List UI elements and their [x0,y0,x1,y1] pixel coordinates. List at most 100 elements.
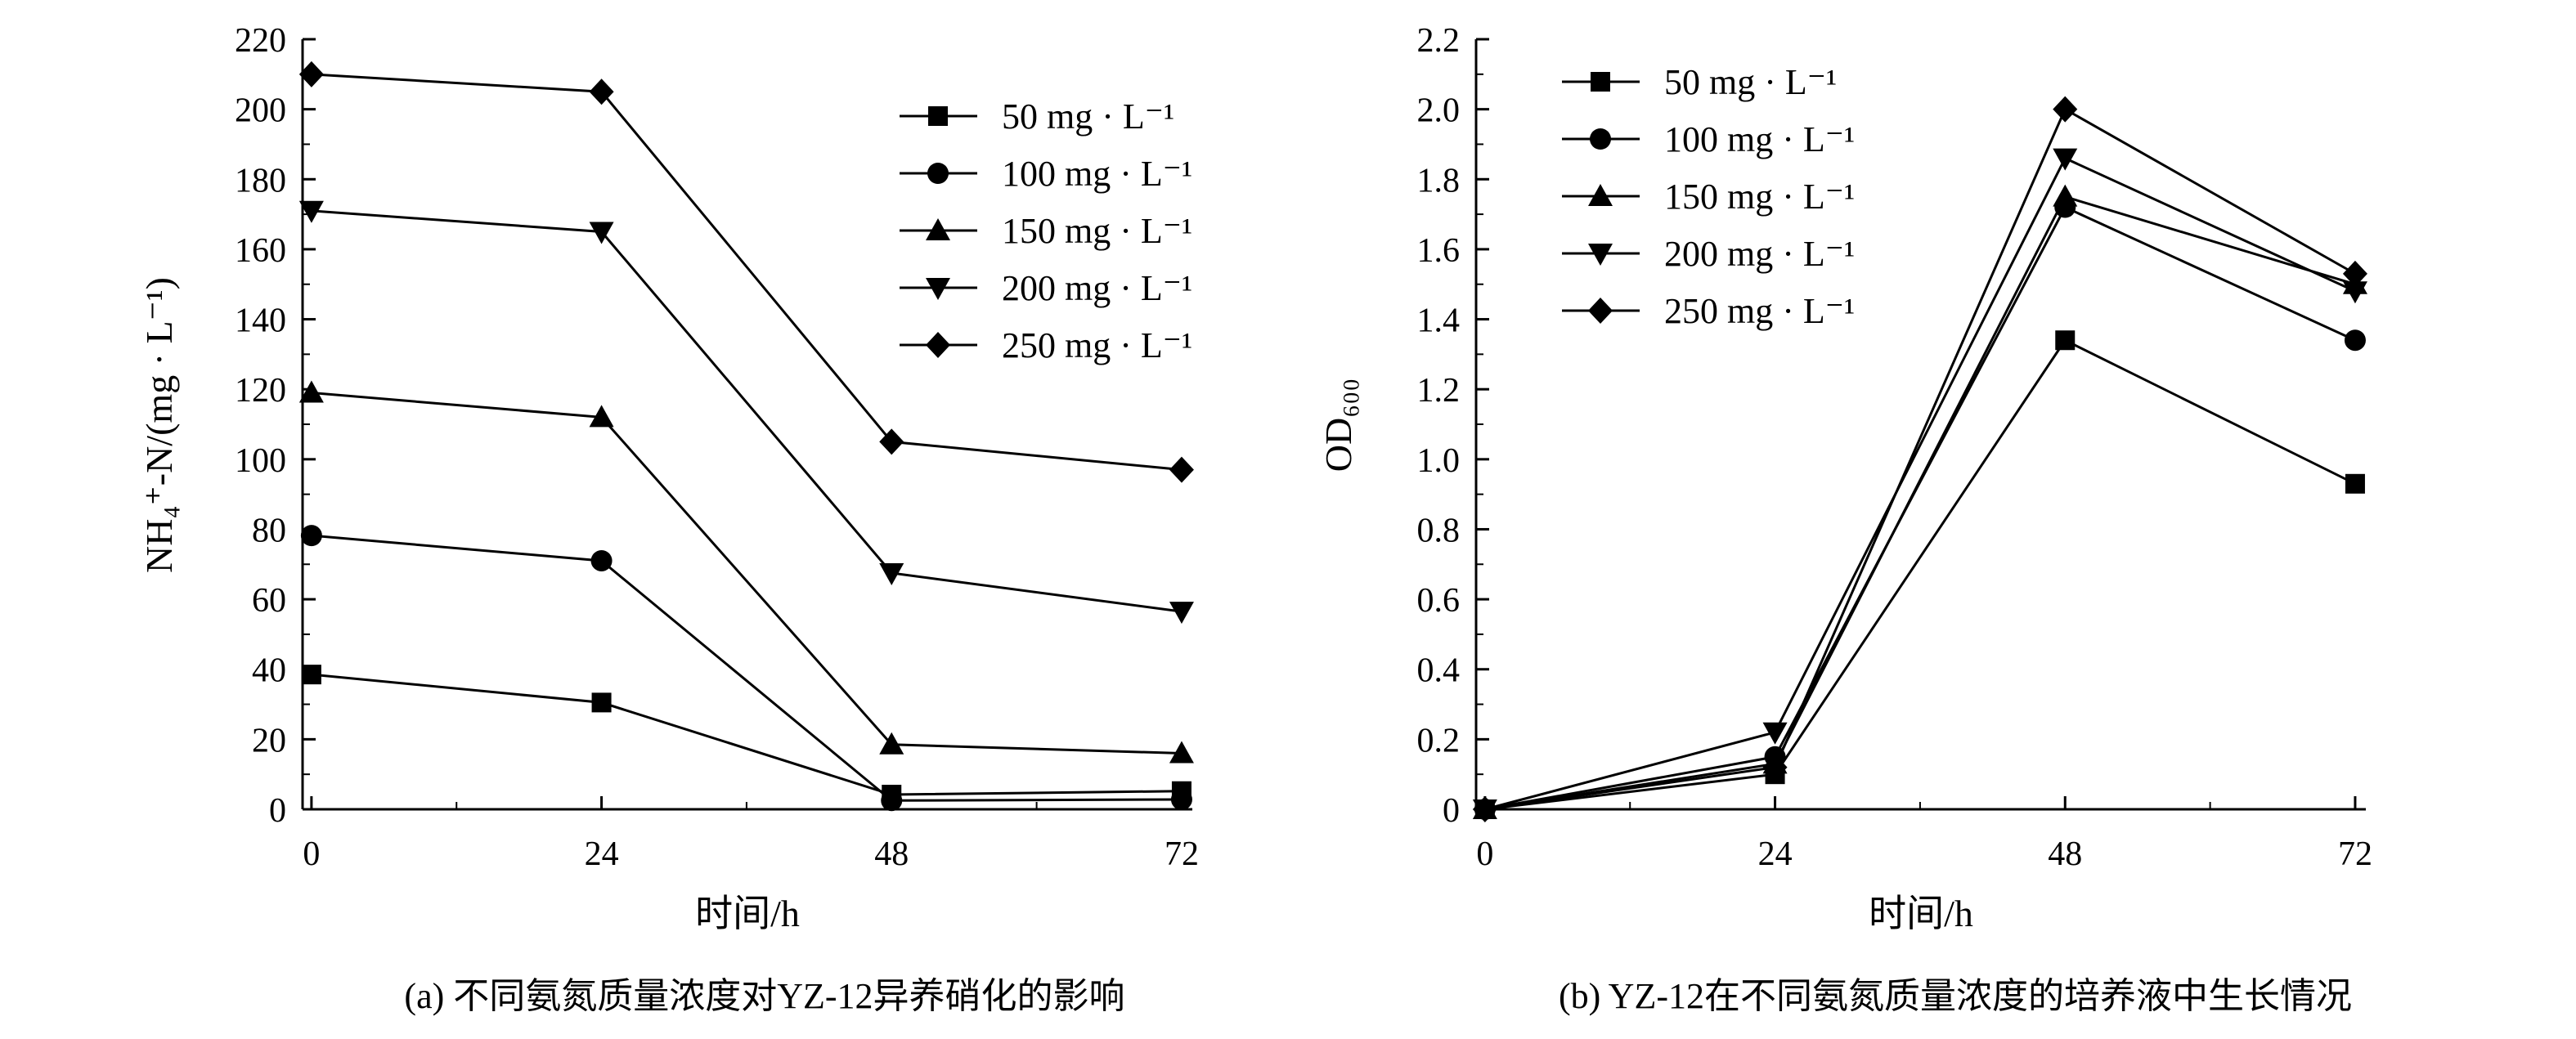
y-tick-label: 80 [252,512,286,549]
y-tick-label: 1.2 [1417,372,1461,410]
y-tick-label: 0.8 [1417,512,1461,549]
legend-label: 250 mg · L⁻¹ [1664,291,1855,331]
x-axis-label: 时间/h [695,893,800,934]
y-tick-label: 2.2 [1417,22,1461,60]
chart-b: 0 0.2 0.4 0.6 0.8 1.0 1.2 1.4 1.6 1.8 2.0 2.2 0 24 48 7… [1317,22,2372,1016]
legend-label: 50 mg · L⁻¹ [1664,62,1837,102]
data-point [589,78,614,105]
data-point [2053,184,2078,207]
legend-marker [1588,244,1613,266]
series-line [1484,107,2356,811]
y-tick-label: 60 [252,582,286,620]
y-tick-label: 0.6 [1417,582,1461,620]
series-5 [298,60,1194,483]
data-point [2342,260,2367,287]
legend-label: 200 mg · L⁻¹ [1664,234,1855,274]
legend-label: 100 mg · L⁻¹ [1002,154,1192,194]
series-3 [1472,184,2367,819]
y-tick-label: 1.4 [1417,302,1461,340]
legend: 50 mg · L⁻¹ 100 mg · L⁻¹ 150 mg · L⁻¹ 200 m… [1562,62,1855,331]
data-point [2342,281,2367,304]
data-point [2344,329,2366,352]
data-point [2345,473,2365,494]
x-tick-label: 24 [585,835,619,873]
y-tick-label: 0 [269,792,286,830]
data-point [1169,741,1194,764]
data-point [881,790,903,812]
data-point [879,732,904,755]
data-point [1169,456,1194,483]
data-point [2055,330,2076,351]
legend-label: 250 mg · L⁻¹ [1002,325,1192,365]
x-tick-label: 72 [2338,835,2372,873]
series-line [1484,156,2356,811]
data-point [589,405,614,428]
legend-marker [927,163,949,184]
x-tick-label: 0 [303,835,320,873]
data-point [2053,96,2078,123]
series-line [311,73,1183,472]
x-tick-label: 72 [1165,835,1199,873]
figure-caption: (a) 不同氨氮质量浓度对YZ-12异养硝化的影响 [404,976,1124,1016]
y-tick-label: 120 [235,372,286,410]
y-tick-label: 1.8 [1417,162,1461,199]
x-tick-label: 48 [874,835,909,873]
series-line [311,673,1182,796]
y-axis-label: NH₄⁺-N/(mg · L⁻¹) [138,277,180,573]
data-point [591,692,612,713]
legend-marker [1588,298,1613,324]
legend-label: 50 mg · L⁻¹ [1002,96,1174,137]
legend-marker [928,106,948,126]
legend-label: 200 mg · L⁻¹ [1002,268,1192,308]
legend-label: 150 mg · L⁻¹ [1002,211,1192,251]
data-point [298,200,324,223]
data-point [1762,722,1788,745]
legend-marker [1588,184,1613,206]
series-5 [1472,96,2367,822]
data-point [298,60,324,87]
y-tick-label: 180 [235,162,286,199]
legend-marker [926,218,950,240]
series-line [1484,195,2356,811]
chart-a: 0 20 40 60 80 100 120 140 160 180 200 220 0 24 48 72 50 … [138,22,1199,1016]
legend-marker [1590,128,1611,150]
y-tick-label: 1.6 [1417,232,1461,270]
series-4 [298,200,1194,625]
series-line [1484,338,2356,811]
data-point [298,380,324,403]
series-3 [298,380,1194,764]
legend-label: 150 mg · L⁻¹ [1664,177,1855,217]
data-point [879,428,904,455]
data-point [300,525,322,547]
y-tick-label: 2.0 [1417,92,1461,130]
y-tick-label: 160 [235,232,286,270]
legend-marker [926,332,950,358]
series-1 [301,665,1192,805]
series-2 [300,525,1192,812]
series-line [311,209,1183,613]
legend-marker [1591,72,1610,92]
y-tick-label: 100 [235,442,286,480]
legend-marker [926,278,950,300]
data-point [1170,789,1192,811]
y-tick-label: 0 [1443,792,1460,830]
x-tick-label: 0 [1476,835,1493,873]
y-tick-label: 0.2 [1417,722,1461,759]
series-1 [1474,330,2365,819]
legend: 50 mg · L⁻¹ 100 mg · L⁻¹ 150 mg · L⁻¹ 200 m… [900,96,1192,365]
series-line [311,391,1182,755]
y-tick-label: 1.0 [1417,442,1461,480]
y-tick-label: 200 [235,92,286,130]
data-point [1762,754,1788,781]
series-line [311,534,1182,802]
x-axis-label: 时间/h [1869,893,1973,934]
series-line [1484,205,2356,811]
y-tick-label: 0.4 [1417,652,1461,690]
y-tick-label: 140 [235,302,286,340]
data-point [1169,602,1194,625]
data-point [879,562,904,585]
data-point [301,665,321,685]
figure-caption: (b) YZ-12在不同氨氮质量浓度的培养液中生长情况 [1559,976,2352,1016]
x-tick-label: 24 [1758,835,1793,873]
legend-label: 100 mg · L⁻¹ [1664,119,1855,159]
